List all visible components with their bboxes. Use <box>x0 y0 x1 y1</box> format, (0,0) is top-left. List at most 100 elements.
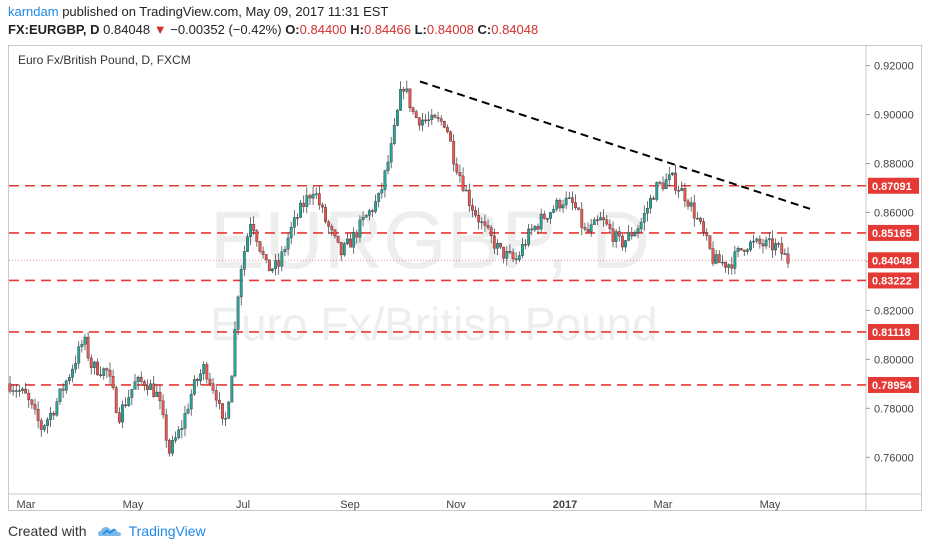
tradingview-cloud-icon <box>97 527 121 536</box>
candle-down <box>61 388 65 391</box>
candle-down <box>536 226 540 230</box>
x-tick-label: Mar <box>17 499 36 511</box>
level-label-box <box>868 224 919 241</box>
candle-down <box>442 121 446 128</box>
candle-up <box>364 215 368 218</box>
candle-down <box>330 226 334 231</box>
author-link[interactable]: karndam <box>8 4 59 19</box>
candle-down <box>267 259 271 272</box>
candle-down <box>117 412 121 423</box>
candle-up <box>289 227 293 239</box>
candle-down <box>449 131 452 142</box>
candle-up <box>130 389 134 398</box>
candle-down <box>277 260 281 267</box>
candle-up <box>314 193 318 195</box>
candle-down <box>486 225 490 228</box>
candle-up <box>183 412 187 429</box>
candle-up <box>774 243 777 251</box>
candle-up <box>352 232 356 248</box>
candle-down <box>558 199 562 209</box>
candle-up <box>367 210 371 216</box>
candle-down <box>255 230 259 242</box>
candle-down <box>471 205 474 211</box>
candle-down <box>146 385 149 390</box>
candle-down <box>208 378 212 384</box>
candle-up <box>149 383 153 390</box>
y-tick-label: 0.78000 <box>874 403 914 415</box>
candle-down <box>542 213 546 219</box>
candle-up <box>639 222 643 229</box>
x-tick-label: 2017 <box>553 499 577 511</box>
candle-up <box>249 223 252 238</box>
candle-up <box>389 143 393 163</box>
price-chart[interactable]: EURGBP, D Euro Fx/British Pound Euro Fx/Br… <box>0 0 932 520</box>
candle-up <box>380 189 384 194</box>
candle-up <box>180 428 184 430</box>
candle-down <box>36 408 40 421</box>
candle-down <box>39 420 43 430</box>
x-tick-label: Jul <box>236 499 250 511</box>
candle-down <box>461 175 465 191</box>
candle-up <box>133 381 137 390</box>
candle-down <box>574 202 577 208</box>
candle-up <box>421 119 424 126</box>
open-value: 0.84400 <box>299 22 347 37</box>
candle-down <box>546 218 549 220</box>
candle-down <box>24 388 28 394</box>
tradingview-brand[interactable]: TradingView <box>128 523 206 539</box>
candle-down <box>217 399 221 404</box>
y-tick-label: 0.88000 <box>874 159 914 171</box>
candle-up <box>171 440 174 454</box>
candle-down <box>761 243 765 247</box>
candle-down <box>264 254 268 260</box>
candle-down <box>152 383 156 397</box>
candle-down <box>167 440 171 454</box>
candle-down <box>258 241 262 252</box>
candle-up <box>733 251 737 269</box>
candle-up <box>405 88 409 92</box>
level-label-box <box>868 272 919 289</box>
level-label: 0.85165 <box>872 228 912 240</box>
candle-down <box>499 242 502 248</box>
candle-up <box>342 243 346 256</box>
candle-down <box>702 221 706 233</box>
candle-down <box>477 215 481 223</box>
candle-up <box>636 228 640 233</box>
candle-up <box>695 217 699 220</box>
candle-down <box>602 217 606 220</box>
candle-up <box>645 208 649 214</box>
candle-up <box>383 170 387 190</box>
publish-line: karndam published on TradingView.com, Ma… <box>8 3 538 21</box>
candle-down <box>164 414 168 441</box>
candle-up <box>177 429 181 438</box>
candle-up <box>667 174 671 180</box>
candle-down <box>524 244 527 246</box>
candle-up <box>361 217 365 221</box>
candle-up <box>664 179 668 189</box>
candle-up <box>736 248 740 252</box>
candle-down <box>124 404 128 407</box>
watermark-symbol: EURGBP, D <box>210 195 651 286</box>
candle-up <box>427 119 431 121</box>
candle-up <box>527 228 531 245</box>
candle-up <box>533 226 537 231</box>
candle-up <box>614 231 618 242</box>
candle-down <box>617 231 621 237</box>
level-label: 0.78954 <box>872 380 913 392</box>
candle-down <box>205 364 209 380</box>
candle-down <box>492 235 496 249</box>
candle-down <box>686 200 690 207</box>
candle-down <box>758 238 762 244</box>
candle-up <box>549 212 552 219</box>
candle-down <box>467 189 471 206</box>
candle-down <box>424 119 427 122</box>
candle-up <box>77 346 81 364</box>
candle-down <box>339 242 343 256</box>
candle-up <box>377 192 381 202</box>
candle-down <box>711 248 715 264</box>
symbol-name: FX:EURGBP, D <box>8 22 100 37</box>
candle-up <box>236 296 240 330</box>
candle-up <box>21 388 24 391</box>
candle-up <box>627 231 631 241</box>
y-tick-label: 0.80000 <box>874 354 914 366</box>
